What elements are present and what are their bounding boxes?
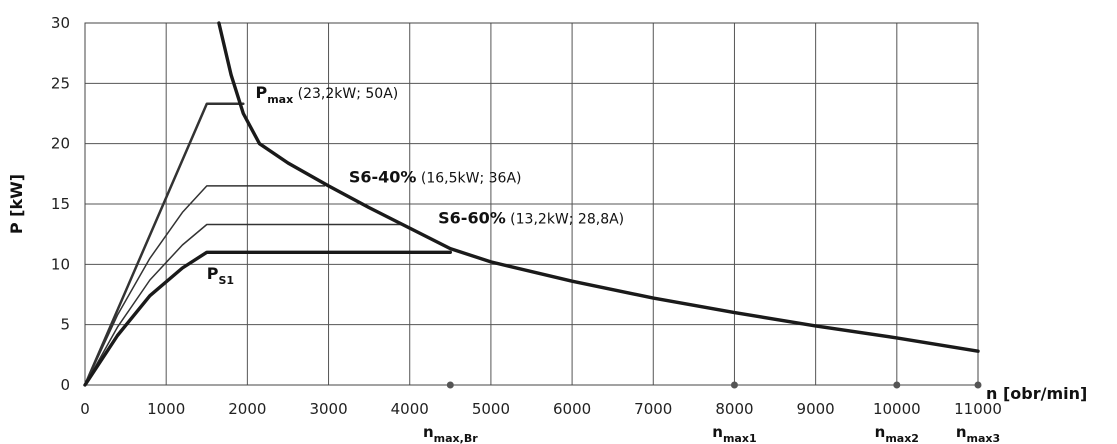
series-line-2: [84, 223, 403, 386]
x-tick-label: 2000: [228, 400, 266, 418]
speed-marker-label: nmax2: [875, 423, 919, 444]
series-annotation: Pmax (23,2kW; 50A): [255, 83, 398, 106]
annotation-sub: max: [267, 93, 293, 106]
x-axis: 0 1000 2000 3000 4000 5000 6000 7000 8000 9000 100…: [80, 400, 1002, 418]
speed-marker-sub: max2: [885, 432, 919, 444]
speed-marker-main: n: [712, 423, 723, 441]
y-tick-label: 20: [51, 135, 70, 153]
speed-marker-sub: max3: [967, 432, 1001, 444]
annotation-main: P: [207, 264, 219, 283]
x-tick-label: 4000: [391, 400, 429, 418]
x-axis-label: n [obr/min]: [986, 384, 1087, 403]
series: [83, 21, 980, 387]
series-line-4: [217, 21, 980, 353]
x-tick-label: 9000: [797, 400, 835, 418]
y-tick-label: 25: [51, 74, 70, 92]
annotation-main: S6-60%: [438, 208, 506, 227]
x-tick-label: 3000: [309, 400, 347, 418]
x-tick-label: 1000: [147, 400, 185, 418]
speed-marker-main: n: [956, 423, 967, 441]
speed-marker-dot: [974, 381, 982, 389]
annotation-detail: (13,2kW; 28,8A): [506, 211, 624, 227]
y-axis: 0 5 10 15 20 25 30: [51, 14, 70, 394]
speed-marker-dot: [446, 381, 454, 389]
speed-marker-label: nmax3: [956, 423, 1000, 444]
y-tick-label: 0: [60, 376, 70, 394]
speed-marker-sub: max,Br: [434, 432, 479, 444]
x-tick-label: 5000: [472, 400, 510, 418]
x-tick-label: 10000: [873, 400, 921, 418]
x-tick-label: 7000: [634, 400, 672, 418]
series-line-3: [83, 250, 452, 387]
series-line-1: [84, 185, 326, 386]
annotations: Pmax (23,2kW; 50A)S6-40% (16,5kW; 36A)S6…: [207, 83, 624, 287]
y-tick-label: 10: [51, 255, 70, 273]
plot-frame: [84, 22, 979, 386]
annotation-main: S6-40%: [349, 167, 417, 186]
speed-marker-dot: [893, 381, 901, 389]
x-tick-label: 8000: [715, 400, 753, 418]
series-line-0: [83, 102, 245, 387]
speed-marker-dot: [730, 381, 738, 389]
y-tick-label: 30: [51, 14, 70, 32]
speed-marker-sub: max1: [723, 432, 757, 444]
annotation-detail: (16,5kW; 36A): [416, 170, 521, 186]
y-tick-label: 15: [51, 195, 70, 213]
annotation-sub: S1: [219, 274, 235, 287]
series-annotation: PS1: [207, 264, 234, 287]
speed-marker-label: nmax,Br: [423, 423, 478, 444]
x-tick-label: 11000: [954, 400, 1002, 418]
x-tick-label: 6000: [553, 400, 591, 418]
y-tick-label: 5: [60, 316, 70, 334]
speed-marker-main: n: [875, 423, 886, 441]
y-axis-label: P [kW]: [7, 174, 26, 234]
annotation-main: P: [255, 83, 267, 102]
series-annotation: S6-40% (16,5kW; 36A): [349, 167, 522, 186]
speed-marker-main: n: [423, 423, 434, 441]
speed-marker-label: nmax1: [712, 423, 756, 444]
annotation-detail: (23,2kW; 50A): [293, 86, 398, 102]
series-annotation: S6-60% (13,2kW; 28,8A): [438, 208, 624, 227]
x-tick-label: 0: [80, 400, 90, 418]
speed-markers: nmax,Br nmax1 nmax2 nmax3: [423, 381, 1000, 444]
